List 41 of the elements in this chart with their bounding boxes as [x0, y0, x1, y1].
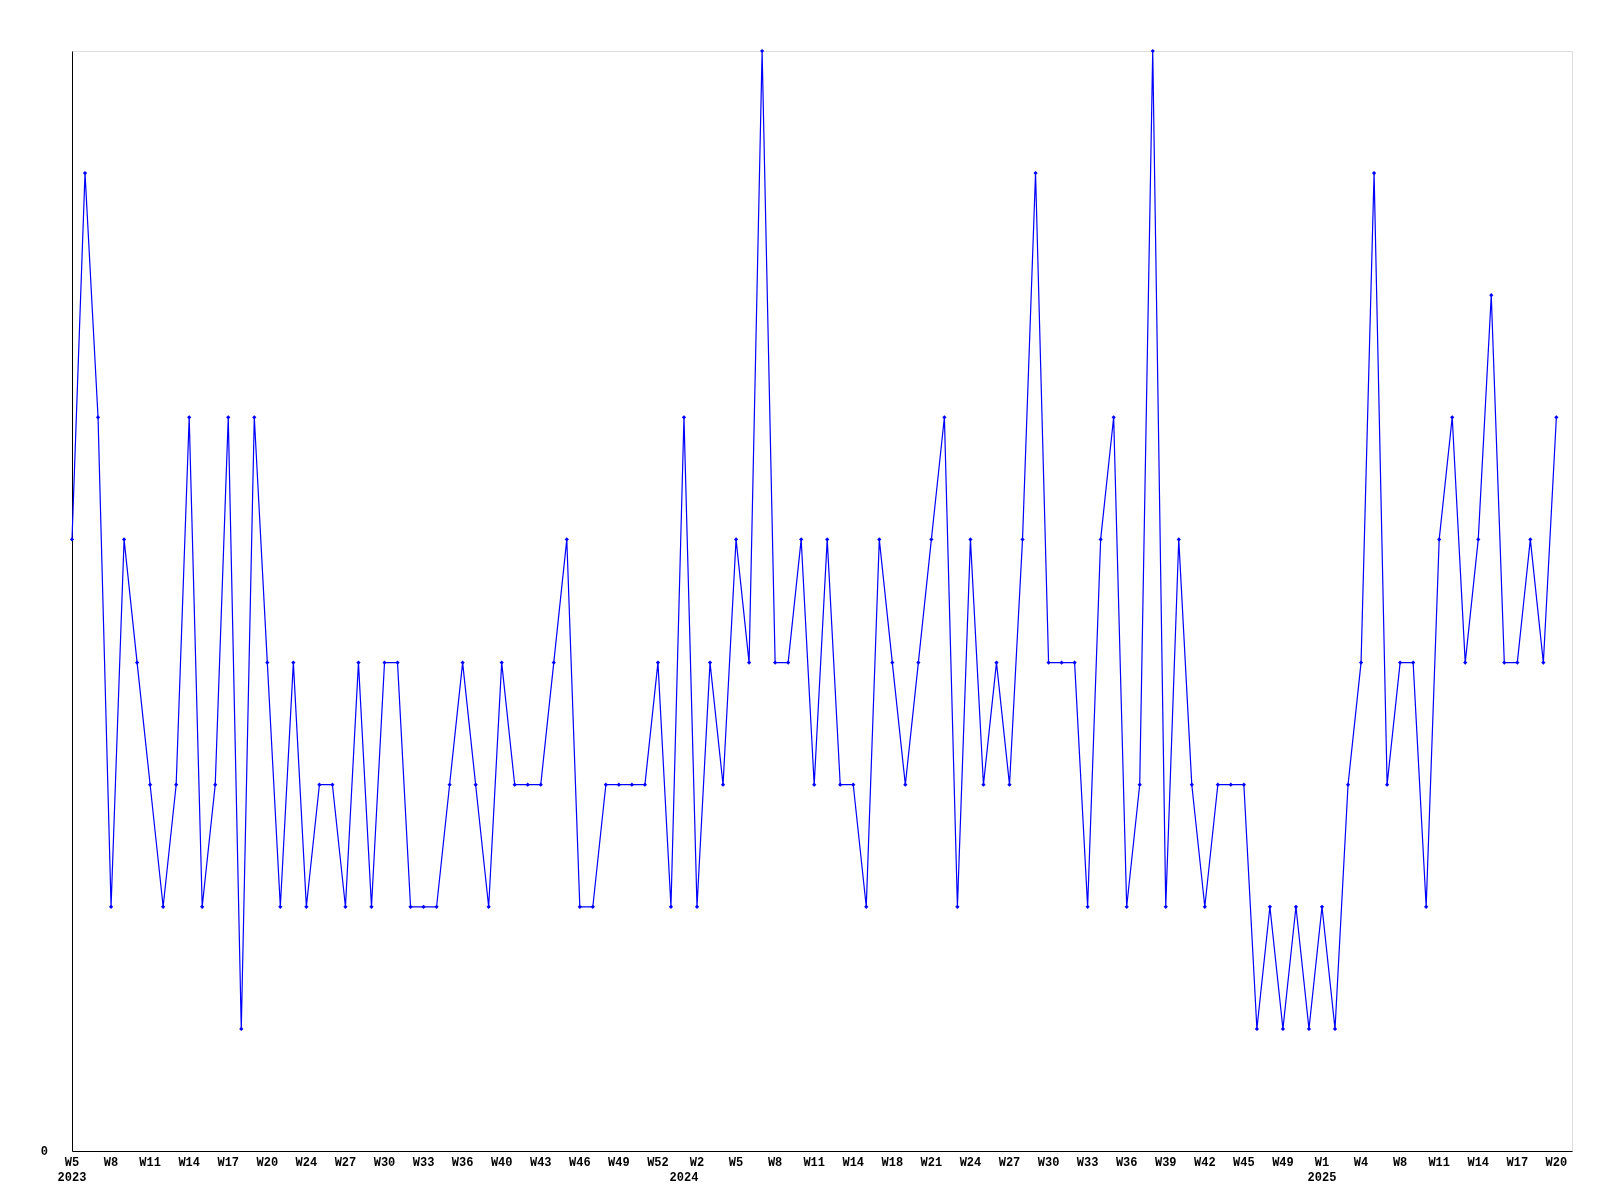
x-tick-label: 2024 [669, 1171, 699, 1185]
x-tick-label: W30 [1037, 1156, 1060, 1170]
x-tick-label: W11 [1428, 1156, 1450, 1170]
x-tick-label: W14 [842, 1156, 865, 1170]
x-tick-label: W24 [295, 1156, 318, 1170]
x-tick-label: W5 2023 [57, 1156, 87, 1185]
x-tick-label: W33 [412, 1156, 435, 1170]
x-tick-label: W8 [103, 1156, 119, 1170]
x-tick-label: W1 2025 [1307, 1156, 1337, 1185]
x-tick-label: W49 [608, 1156, 630, 1170]
x-tick-label: W45 [1233, 1156, 1255, 1170]
x-tick-label: W49 [1272, 1156, 1294, 1170]
x-tick-label: W52 [647, 1156, 669, 1170]
x-tick-label: W8 [767, 1156, 783, 1170]
x-tick-label: W14 [1467, 1156, 1490, 1170]
x-tick-label: W18 [881, 1156, 904, 1170]
x-tick-label: W20 [256, 1156, 279, 1170]
x-tick-label: W27 [334, 1156, 357, 1170]
x-tick-label: W17 [217, 1156, 240, 1170]
x-tick-label: W30 [373, 1156, 396, 1170]
x-tick-label: W40 [490, 1156, 513, 1170]
x-tick-label: W8 [1392, 1156, 1408, 1170]
x-tick-label: W36 [451, 1156, 474, 1170]
x-tick-label: W33 [1076, 1156, 1099, 1170]
x-tick-label: W42 [1194, 1156, 1216, 1170]
x-tick-label: W39 [1154, 1156, 1177, 1170]
x-tick-label: W5 [728, 1156, 744, 1170]
x-tick-label: W11 [139, 1156, 161, 1170]
x-tick-label: W2 [689, 1156, 705, 1170]
text: 0 [40, 1145, 48, 1159]
x-tick-label: W11 [803, 1156, 825, 1170]
x-tick-label: W27 [998, 1156, 1021, 1170]
x-tick-label: W36 [1115, 1156, 1138, 1170]
x-tick-label: W46 [569, 1156, 591, 1170]
x-tick-label: W17 [1506, 1156, 1529, 1170]
x-tick-label: W14 [178, 1156, 200, 1170]
x-tick-label: W21 [920, 1156, 943, 1170]
x-tick-label: W20 [1545, 1156, 1568, 1170]
x-tick-label: W24 [959, 1156, 982, 1170]
x-tick-label: W4 [1353, 1156, 1369, 1170]
x-tick-label: W43 [529, 1156, 552, 1170]
